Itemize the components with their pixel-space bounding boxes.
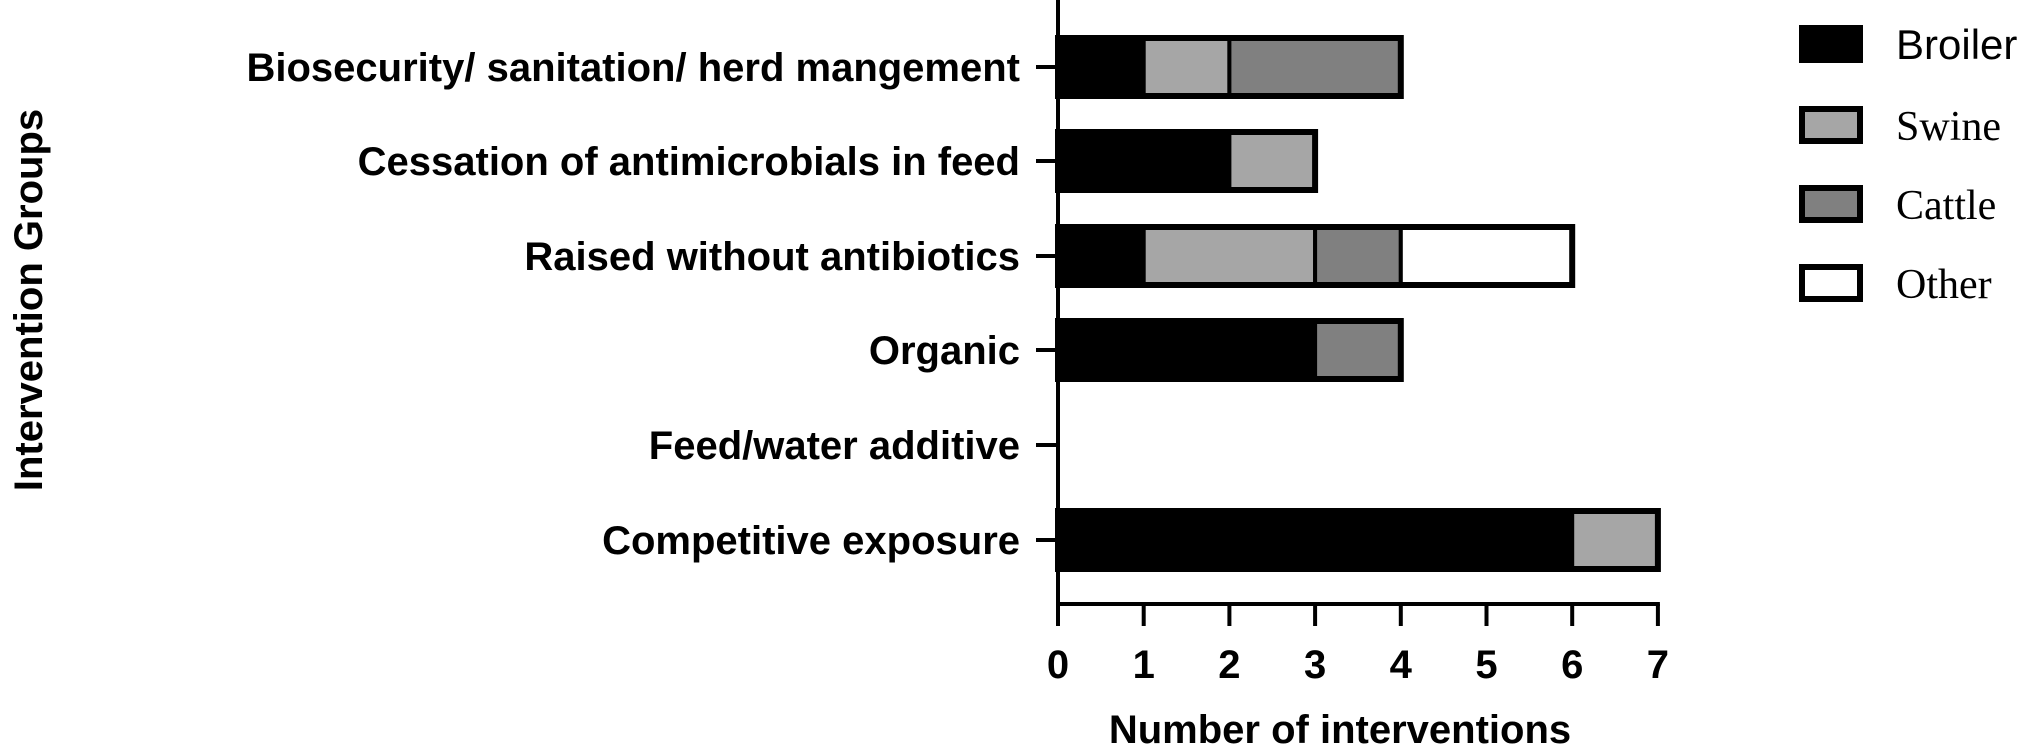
bar-swine-biosecurity-sanitation-herd-mangement: [1141, 36, 1232, 98]
x-tick-label: 4: [1390, 643, 1413, 687]
category-label-feed-water-additive: Feed/water additive: [649, 424, 1020, 468]
bar-broiler-biosecurity-sanitation-herd-mangement: [1056, 36, 1146, 98]
legend-swatch-other: [1799, 264, 1863, 302]
legend-label-other: Other: [1896, 262, 1992, 308]
legend-label-swine: Swine: [1896, 104, 2001, 150]
bar-swine-raised-without-antibiotics: [1141, 225, 1318, 287]
axes: 0 1 2 3 4 5 6 7: [1036, 0, 1669, 687]
bar-swine-cessation-of-antimicrobials-in-feed: [1227, 130, 1318, 192]
legend-swatch-broiler: [1799, 25, 1863, 63]
legend-label-broiler: Broiler: [1896, 21, 2017, 68]
category-label-competitive-exposure: Competitive exposure: [602, 519, 1020, 563]
bar-other-raised-without-antibiotics: [1398, 225, 1575, 287]
legend-swatch-cattle: [1799, 185, 1863, 223]
bar-cattle-raised-without-antibiotics: [1313, 225, 1403, 287]
bar-swine-competitive-exposure: [1570, 509, 1660, 571]
category-label-cessation-of-antimicrobials-in-feed: Cessation of antimicrobials in feed: [358, 140, 1020, 184]
x-tick-label: 1: [1133, 643, 1155, 687]
bar-broiler-cessation-of-antimicrobials-in-feed: [1056, 130, 1232, 192]
x-tick-label: 2: [1218, 643, 1240, 687]
x-tick-label: 3: [1304, 643, 1326, 687]
category-labels: Biosecurity/ sanitation/ herd mangement C…: [247, 46, 1021, 563]
bar-cattle-biosecurity-sanitation-herd-mangement: [1227, 36, 1403, 98]
bar-broiler-raised-without-antibiotics: [1056, 225, 1146, 287]
category-label-raised-without-antibiotics: Raised without antibiotics: [524, 235, 1020, 279]
x-axis-title: Number of interventions: [1109, 708, 1571, 752]
y-axis-title: Intervention Groups: [7, 109, 51, 491]
bar-broiler-competitive-exposure: [1056, 509, 1575, 571]
legend: Broiler Swine Cattle Other: [1799, 21, 2017, 308]
x-tick-label: 5: [1475, 643, 1497, 687]
category-label-organic: Organic: [869, 329, 1020, 373]
bars-group: [1055, 35, 1661, 572]
x-tick-label: 6: [1561, 643, 1583, 687]
x-tick-label: 0: [1047, 643, 1069, 687]
bar-broiler-organic: [1056, 319, 1318, 381]
x-tick-label: 7: [1647, 643, 1669, 687]
legend-label-cattle: Cattle: [1896, 183, 1996, 229]
bar-cattle-organic: [1313, 319, 1403, 381]
legend-swatch-swine: [1799, 106, 1863, 144]
category-label-biosecurity-sanitation-herd-mangement: Biosecurity/ sanitation/ herd mangement: [247, 46, 1021, 90]
